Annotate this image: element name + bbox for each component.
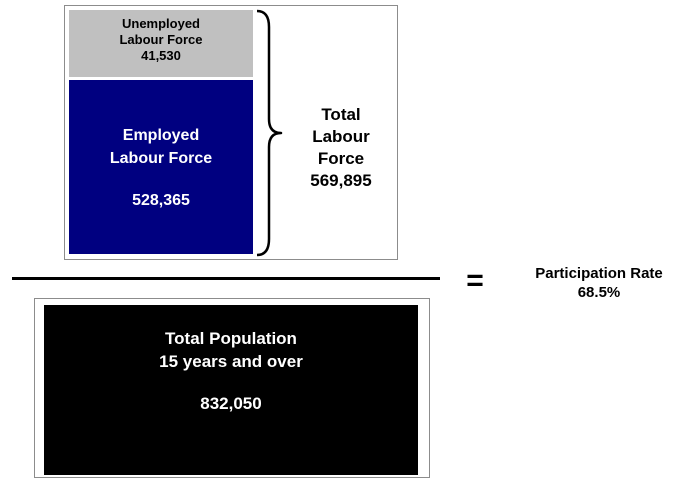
employed-labour-force-box: Employed Labour Force 528,365 <box>69 80 253 254</box>
participation-rate: Participation Rate 68.5% <box>505 264 693 302</box>
fraction-bar <box>12 277 440 280</box>
unemployed-labour-force-box: Unemployed Labour Force 41,530 <box>69 10 253 77</box>
total-labour-force-line2: Labour <box>312 127 370 146</box>
brace-icon <box>256 9 283 257</box>
total-labour-force-line3: Force <box>317 149 365 168</box>
employed-value: 528,365 <box>132 192 190 209</box>
employed-label-line2: Labour Force <box>109 150 213 167</box>
total-labour-force-label: Total Labour Force 569,895 <box>296 104 386 192</box>
total-population-line1: Total Population <box>165 329 297 348</box>
unemployed-label-line2: Labour Force <box>119 32 203 47</box>
participation-rate-label: Participation Rate <box>535 265 663 282</box>
participation-rate-value: 68.5% <box>577 284 621 301</box>
employed-label-line1: Employed <box>122 127 200 144</box>
total-population-value: 832,050 <box>200 394 262 413</box>
unemployed-value: 41,530 <box>141 48 181 63</box>
total-population-line2: 15 years and over <box>159 352 303 371</box>
unemployed-label-line1: Unemployed <box>121 16 200 31</box>
total-labour-force-value: 569,895 <box>310 171 372 190</box>
total-labour-force-line1: Total <box>321 105 361 124</box>
equals-sign: = <box>466 264 484 297</box>
total-population-box: Total Population 15 years and over 832,0… <box>44 305 418 475</box>
